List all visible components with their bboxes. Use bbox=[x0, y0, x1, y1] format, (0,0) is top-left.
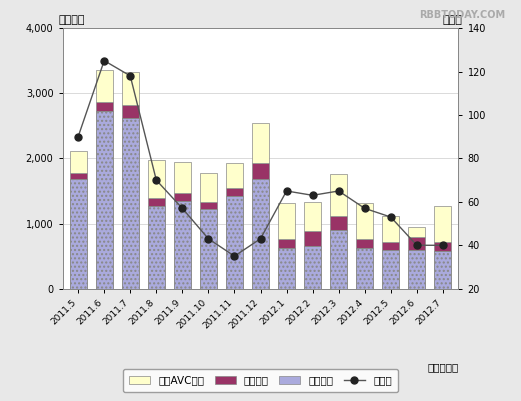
Bar bbox=[122, 72, 139, 105]
Text: （％）: （％） bbox=[442, 16, 463, 26]
Bar bbox=[435, 251, 451, 289]
Bar bbox=[330, 217, 347, 230]
Bar bbox=[226, 163, 243, 188]
Bar bbox=[252, 163, 269, 179]
Bar bbox=[148, 206, 165, 289]
Bar bbox=[226, 196, 243, 289]
Bar bbox=[96, 71, 113, 102]
Bar bbox=[408, 237, 425, 249]
Bar bbox=[382, 242, 399, 250]
Text: RBBTODAY.COM: RBBTODAY.COM bbox=[419, 10, 505, 20]
Bar bbox=[356, 248, 373, 289]
Legend: カーAVC機器, 音声機器, 映像機器, 前年比: カーAVC機器, 音声機器, 映像機器, 前年比 bbox=[123, 369, 398, 392]
Bar bbox=[356, 203, 373, 239]
Bar bbox=[408, 249, 425, 289]
Bar bbox=[356, 239, 373, 248]
Bar bbox=[226, 196, 243, 289]
Bar bbox=[408, 227, 425, 237]
Bar bbox=[174, 162, 191, 193]
Bar bbox=[148, 160, 165, 198]
Bar bbox=[70, 151, 86, 173]
Bar bbox=[174, 201, 191, 289]
Bar bbox=[382, 250, 399, 289]
Bar bbox=[408, 249, 425, 289]
Bar bbox=[330, 230, 347, 289]
Bar bbox=[174, 201, 191, 289]
Bar bbox=[70, 179, 86, 289]
Bar bbox=[278, 203, 295, 239]
Bar bbox=[278, 248, 295, 289]
Bar bbox=[174, 193, 191, 201]
Bar bbox=[435, 251, 451, 289]
Bar bbox=[122, 118, 139, 289]
Bar bbox=[330, 230, 347, 289]
Bar bbox=[252, 123, 269, 163]
Bar bbox=[200, 209, 217, 289]
Bar bbox=[252, 179, 269, 289]
Text: （年・月）: （年・月） bbox=[427, 362, 458, 372]
Bar bbox=[330, 174, 347, 217]
Bar bbox=[96, 111, 113, 289]
Bar bbox=[200, 202, 217, 209]
Bar bbox=[226, 188, 243, 196]
Bar bbox=[122, 118, 139, 289]
Bar bbox=[278, 239, 295, 248]
Bar bbox=[252, 179, 269, 289]
Bar bbox=[96, 111, 113, 289]
Text: （億円）: （億円） bbox=[58, 16, 85, 26]
Bar bbox=[200, 173, 217, 202]
Bar bbox=[382, 216, 399, 242]
Bar bbox=[304, 231, 321, 246]
Bar bbox=[200, 209, 217, 289]
Bar bbox=[122, 105, 139, 118]
Bar bbox=[70, 179, 86, 289]
Bar bbox=[304, 246, 321, 289]
Bar bbox=[148, 198, 165, 206]
Bar bbox=[96, 102, 113, 111]
Bar bbox=[435, 206, 451, 242]
Bar bbox=[382, 250, 399, 289]
Bar bbox=[70, 173, 86, 179]
Bar bbox=[304, 246, 321, 289]
Bar bbox=[278, 248, 295, 289]
Bar bbox=[304, 202, 321, 231]
Bar bbox=[435, 242, 451, 251]
Bar bbox=[148, 206, 165, 289]
Bar bbox=[356, 248, 373, 289]
